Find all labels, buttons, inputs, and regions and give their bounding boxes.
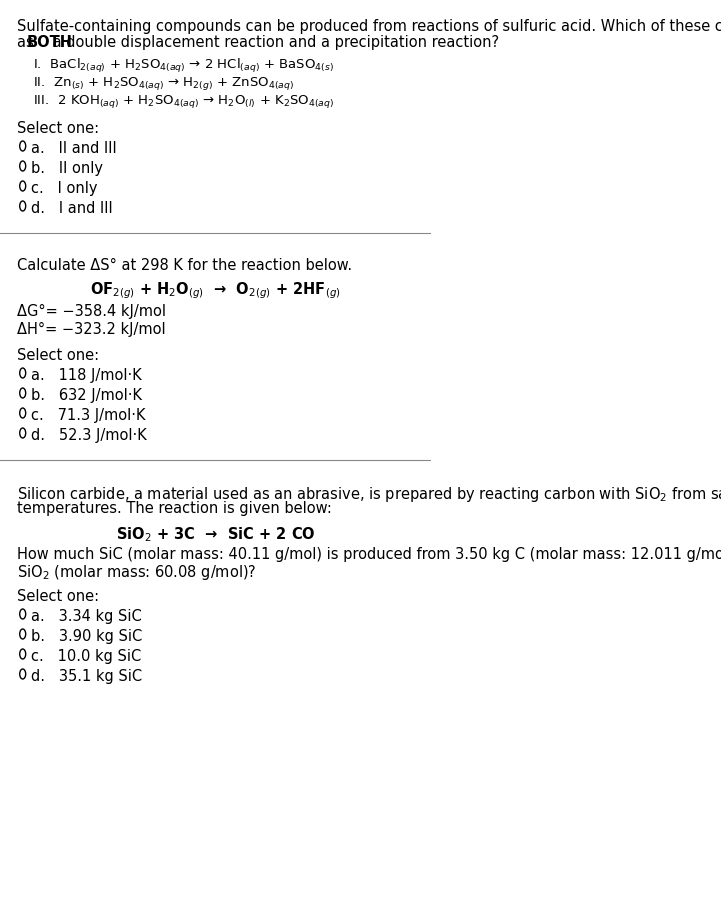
Text: a double displacement reaction and a precipitation reaction?: a double displacement reaction and a pre… (48, 35, 499, 50)
Text: as: as (17, 35, 38, 50)
Text: ΔH°= −323.2 kJ/mol: ΔH°= −323.2 kJ/mol (17, 322, 165, 337)
Text: III.  2 KOH$_{(aq)}$ + H$_2$SO$_{4(aq)}$ → H$_2$O$_{(l)}$ + K$_2$SO$_{4(aq)}$: III. 2 KOH$_{(aq)}$ + H$_2$SO$_{4(aq)}$ … (33, 93, 334, 110)
Text: d.   35.1 kg SiC: d. 35.1 kg SiC (31, 669, 142, 684)
Text: d.   I and III: d. I and III (31, 201, 112, 216)
Text: ΔG°= −358.4 kJ/mol: ΔG°= −358.4 kJ/mol (17, 304, 166, 319)
Text: BOTH: BOTH (27, 35, 73, 50)
Text: How much SiC (molar mass: 40.11 g/mol) is produced from 3.50 kg C (molar mass: 1: How much SiC (molar mass: 40.11 g/mol) i… (17, 547, 721, 562)
Text: Select one:: Select one: (17, 121, 99, 136)
Text: c.   71.3 J/mol·K: c. 71.3 J/mol·K (31, 408, 146, 423)
Text: d.   52.3 J/mol·K: d. 52.3 J/mol·K (31, 428, 147, 443)
Text: Sulfate-containing compounds can be produced from reactions of sulfuric acid. Wh: Sulfate-containing compounds can be prod… (17, 19, 721, 34)
Text: a.   118 J/mol·K: a. 118 J/mol·K (31, 368, 142, 383)
Text: Select one:: Select one: (17, 589, 99, 604)
Text: b.   II only: b. II only (31, 161, 103, 176)
Text: SiO$_2$ + 3C  →  SiC + 2 CO: SiO$_2$ + 3C → SiC + 2 CO (116, 525, 315, 543)
Text: temperatures. The reaction is given below:: temperatures. The reaction is given belo… (17, 501, 332, 516)
Text: a.   II and III: a. II and III (31, 141, 117, 156)
Text: Silicon carbide, a material used as an abrasive, is prepared by reacting carbon : Silicon carbide, a material used as an a… (17, 485, 721, 504)
Text: b.   632 J/mol·K: b. 632 J/mol·K (31, 388, 142, 403)
Text: Calculate ΔS° at 298 K for the reaction below.: Calculate ΔS° at 298 K for the reaction … (17, 258, 352, 273)
Text: SiO$_2$ (molar mass: 60.08 g/mol)?: SiO$_2$ (molar mass: 60.08 g/mol)? (17, 563, 256, 582)
Text: II.  Zn$_{(s)}$ + H$_2$SO$_{4(aq)}$ → H$_{2(g)}$ + ZnSO$_{4(aq)}$: II. Zn$_{(s)}$ + H$_2$SO$_{4(aq)}$ → H$_… (33, 75, 294, 92)
Text: c.   I only: c. I only (31, 181, 97, 196)
Text: Select one:: Select one: (17, 348, 99, 363)
Text: b.   3.90 kg SiC: b. 3.90 kg SiC (31, 629, 142, 644)
Text: OF$_{2(g)}$ + H$_2$O$_{(g)}$  →  O$_{2(g)}$ + 2HF$_{(g)}$: OF$_{2(g)}$ + H$_2$O$_{(g)}$ → O$_{2(g)}… (90, 280, 341, 300)
Text: I.  BaCl$_{2(aq)}$ + H$_2$SO$_{4(aq)}$ → 2 HCl$_{(aq)}$ + BaSO$_{4(s)}$: I. BaCl$_{2(aq)}$ + H$_2$SO$_{4(aq)}$ → … (33, 57, 334, 75)
Text: c.   10.0 kg SiC: c. 10.0 kg SiC (31, 649, 141, 664)
Text: a.   3.34 kg SiC: a. 3.34 kg SiC (31, 609, 142, 624)
